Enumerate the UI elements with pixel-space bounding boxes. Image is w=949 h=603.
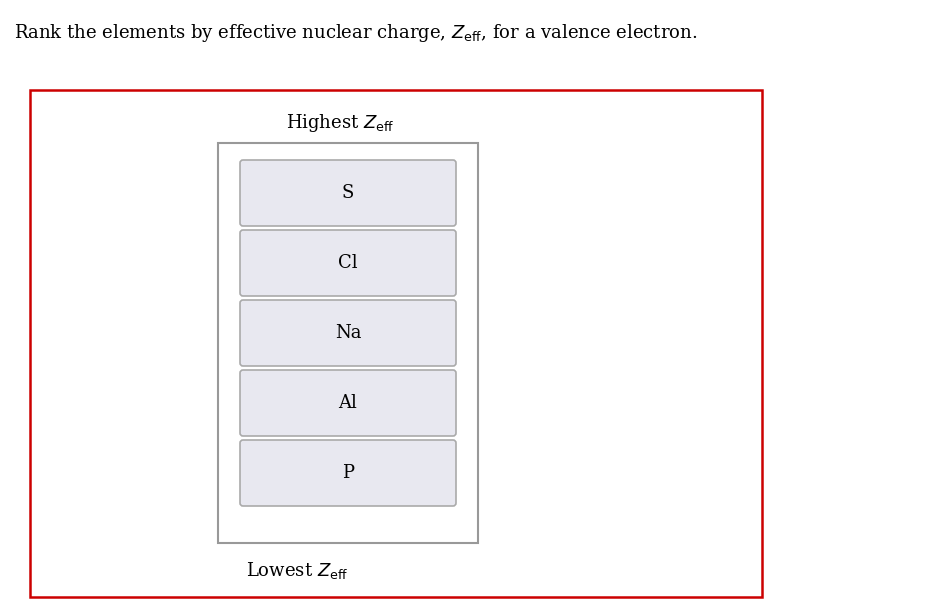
Text: Lowest $Z_{\mathrm{eff}}$: Lowest $Z_{\mathrm{eff}}$: [246, 560, 348, 581]
Text: Na: Na: [335, 324, 362, 342]
FancyBboxPatch shape: [240, 440, 456, 506]
FancyBboxPatch shape: [240, 160, 456, 226]
FancyBboxPatch shape: [240, 230, 456, 296]
Text: S: S: [342, 184, 354, 202]
Text: Rank the elements by effective nuclear charge, $Z_{\mathrm{eff}}$, for a valence: Rank the elements by effective nuclear c…: [14, 22, 698, 44]
Text: P: P: [342, 464, 354, 482]
FancyBboxPatch shape: [30, 90, 762, 597]
FancyBboxPatch shape: [240, 370, 456, 436]
Text: Cl: Cl: [338, 254, 358, 272]
FancyBboxPatch shape: [218, 143, 478, 543]
FancyBboxPatch shape: [240, 300, 456, 366]
Text: Al: Al: [339, 394, 358, 412]
Text: Highest $Z_{\mathrm{eff}}$: Highest $Z_{\mathrm{eff}}$: [286, 112, 395, 134]
